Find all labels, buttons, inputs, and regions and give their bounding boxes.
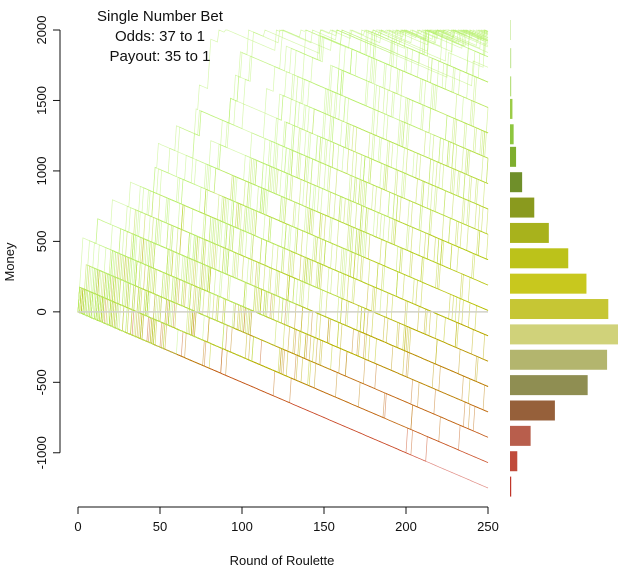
path-line: [77, 181, 489, 340]
histogram-bar: [510, 425, 531, 446]
path-line: [77, 272, 489, 344]
histogram-bar: [510, 20, 511, 40]
histogram-bar: [510, 299, 609, 320]
histogram-bar: [510, 222, 549, 243]
y-axis-label: Money: [2, 242, 17, 282]
y-tick-label: -500: [34, 369, 49, 395]
chart-title: Single Number Bet Odds: 37 to 1 Payout: 35…: [97, 8, 224, 65]
histogram-bar: [510, 248, 569, 269]
path-line: [77, 311, 489, 443]
path-line: [77, 107, 489, 326]
x-axis: 0 50 100 150 200 250: [74, 506, 499, 534]
path-line: [77, 281, 489, 352]
x-tick-label: 200: [395, 519, 417, 534]
path-line: [77, 169, 489, 312]
histogram-bar: [510, 349, 608, 370]
histogram-bar: [510, 273, 587, 294]
x-tick-label: 150: [313, 519, 335, 534]
y-tick-label: -1000: [34, 436, 49, 469]
path-line: [77, 29, 489, 329]
y-tick-label: 2000: [34, 16, 49, 45]
y-axis: -1000 -500 0 500 1000 1500 2000: [34, 16, 61, 469]
path-line: [77, 29, 489, 312]
histogram-bar: [510, 476, 512, 497]
y-tick-label: 500: [34, 231, 49, 253]
histogram-bar: [510, 197, 535, 218]
path-line: [77, 29, 489, 321]
histogram-bar: [510, 375, 588, 396]
histogram-bar: [510, 400, 555, 421]
path-line: [77, 29, 489, 326]
histogram-bar: [510, 76, 512, 97]
path-line: [77, 131, 489, 350]
y-tick-label: 1000: [34, 156, 49, 185]
path-line: [77, 252, 489, 318]
histogram-bar: [510, 146, 517, 167]
path-line: [77, 181, 489, 334]
path-line: [77, 101, 489, 329]
histogram-bar: [510, 48, 512, 69]
path-line: [77, 311, 489, 456]
y-tick-label: 1500: [34, 86, 49, 115]
histogram-bar: [510, 172, 523, 193]
x-tick-label: 50: [153, 519, 167, 534]
path-line: [77, 50, 489, 323]
path-line: [77, 29, 489, 320]
chart-title-line: Payout: 35 to 1: [110, 48, 211, 65]
path-line: [77, 30, 489, 329]
path-line: [77, 298, 489, 377]
path-line: [77, 29, 489, 333]
path-line: [77, 309, 489, 463]
x-tick-label: 250: [477, 519, 499, 534]
final-distribution-histogram: [510, 20, 618, 497]
path-line: [77, 93, 489, 321]
y-tick-label: 0: [34, 308, 49, 315]
chart-title-line: Odds: 37 to 1: [115, 28, 205, 45]
histogram-bar: [510, 324, 618, 345]
path-line: [77, 63, 489, 333]
path-line: [77, 149, 489, 315]
path-line: [77, 29, 489, 312]
path-line: [77, 297, 489, 413]
chart-title-line: Single Number Bet: [97, 8, 224, 25]
x-tick-label: 100: [231, 519, 253, 534]
x-tick-label: 0: [74, 519, 81, 534]
x-axis-label: Round of Roulette: [230, 553, 335, 568]
path-line: [77, 296, 489, 377]
path-line: [77, 98, 489, 327]
path-lines: [77, 29, 489, 489]
path-line: [77, 230, 489, 316]
histogram-bar: [510, 124, 514, 145]
histogram-bar: [510, 451, 518, 472]
histogram-bar: [510, 98, 513, 119]
